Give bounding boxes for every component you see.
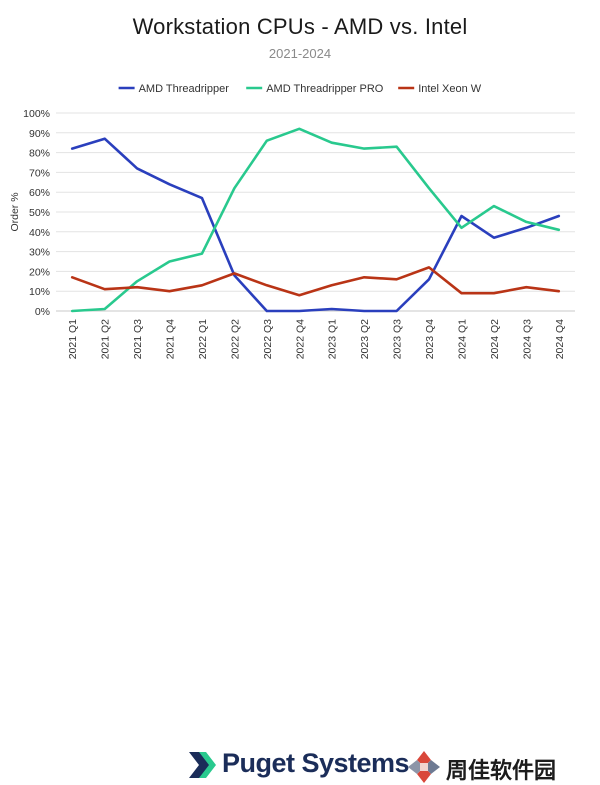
y-tick-label: 80% bbox=[29, 148, 50, 160]
legend-label: AMD Threadripper PRO bbox=[266, 83, 384, 95]
y-tick-label: 0% bbox=[35, 306, 50, 318]
x-tick-label: 2023 Q1 bbox=[327, 319, 339, 359]
y-tick-label: 50% bbox=[29, 207, 50, 219]
y-tick-label: 10% bbox=[29, 286, 50, 298]
y-tick-label: 60% bbox=[29, 187, 50, 199]
x-tick-label: 2022 Q3 bbox=[262, 319, 274, 359]
x-tick-label: 2022 Q2 bbox=[229, 319, 241, 359]
x-tick-label: 2021 Q4 bbox=[165, 319, 177, 359]
x-tick-label: 2024 Q3 bbox=[521, 319, 533, 359]
y-tick-label: 30% bbox=[29, 247, 50, 259]
chart-title: Workstation CPUs - AMD vs. Intel bbox=[132, 14, 468, 39]
x-tick-label: 2021 Q3 bbox=[132, 319, 144, 359]
y-tick-label: 40% bbox=[29, 227, 50, 239]
legend-label: AMD Threadripper bbox=[139, 83, 230, 95]
watermark-text: 周佳软件园 bbox=[446, 759, 557, 784]
line-chart: 0% 10% 20% 30% 40% 50% 60% 70% 80% 90% 100% Order %… bbox=[9, 83, 575, 359]
y-tick-label: 70% bbox=[29, 167, 50, 179]
x-tick-label: 2022 Q1 bbox=[197, 319, 209, 359]
series-line-0 bbox=[70, 137, 561, 313]
legend-label: Intel Xeon W bbox=[418, 83, 482, 95]
y-tick-label: 20% bbox=[29, 266, 50, 278]
chart-subtitle: 2021-2024 bbox=[268, 46, 332, 61]
x-tick-label: 2024 Q1 bbox=[456, 319, 468, 359]
series-line-1 bbox=[70, 127, 561, 313]
puget-logo-icon bbox=[189, 752, 216, 778]
footer-branding: Puget Systems 周佳软件园 bbox=[0, 372, 600, 784]
x-tick-label: 2023 Q3 bbox=[392, 319, 404, 359]
y-tick-label: 100% bbox=[23, 108, 50, 120]
watermark-logo-icon bbox=[408, 751, 440, 783]
x-tick-label: 2024 Q2 bbox=[489, 319, 501, 359]
brand-name: Puget Systems bbox=[222, 748, 410, 778]
series-line-2 bbox=[70, 266, 561, 297]
x-tick-label: 2024 Q4 bbox=[554, 319, 566, 359]
x-tick-label: 2021 Q1 bbox=[67, 319, 79, 359]
y-axis-title: Order % bbox=[9, 192, 21, 231]
x-tick-label: 2021 Q2 bbox=[100, 319, 112, 359]
x-tick-label: 2023 Q2 bbox=[359, 319, 371, 359]
y-tick-label: 90% bbox=[29, 128, 50, 140]
x-tick-label: 2023 Q4 bbox=[424, 319, 436, 359]
x-tick-label: 2022 Q4 bbox=[294, 319, 306, 359]
